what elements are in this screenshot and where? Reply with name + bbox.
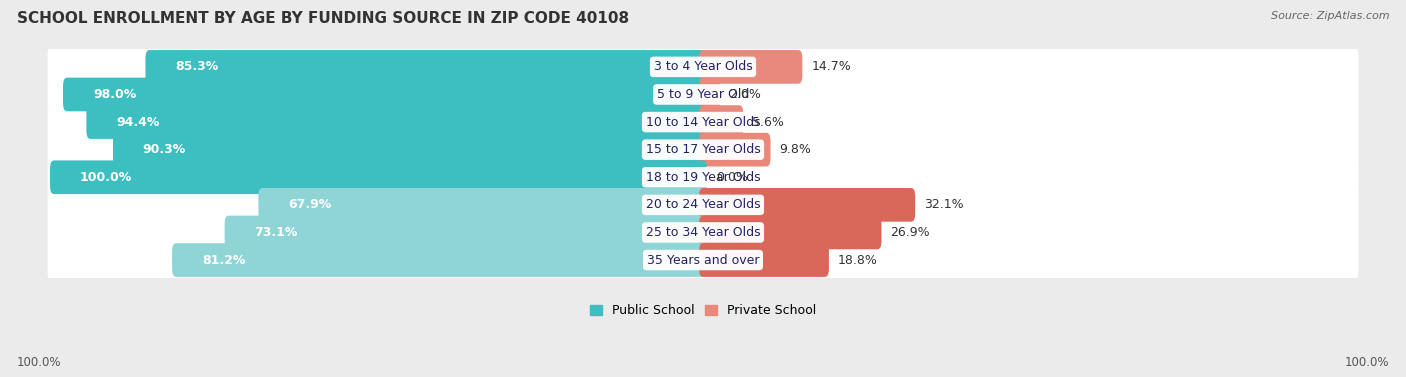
Text: 18.8%: 18.8% [838,254,877,267]
Text: 73.1%: 73.1% [254,226,298,239]
Text: 90.3%: 90.3% [143,143,186,156]
Text: SCHOOL ENROLLMENT BY AGE BY FUNDING SOURCE IN ZIP CODE 40108: SCHOOL ENROLLMENT BY AGE BY FUNDING SOUR… [17,11,628,26]
FancyBboxPatch shape [699,50,803,84]
Text: 25 to 34 Year Olds: 25 to 34 Year Olds [645,226,761,239]
FancyBboxPatch shape [225,216,707,249]
Text: 85.3%: 85.3% [176,60,218,74]
Text: 67.9%: 67.9% [288,198,332,211]
FancyBboxPatch shape [48,43,1358,90]
Text: 9.8%: 9.8% [779,143,811,156]
FancyBboxPatch shape [86,105,707,139]
FancyBboxPatch shape [48,181,1358,228]
FancyBboxPatch shape [699,78,720,111]
FancyBboxPatch shape [699,216,882,249]
Text: 94.4%: 94.4% [117,116,160,129]
Text: 14.7%: 14.7% [811,60,851,74]
FancyBboxPatch shape [145,50,707,84]
Text: 32.1%: 32.1% [924,198,965,211]
FancyBboxPatch shape [48,71,1358,118]
FancyBboxPatch shape [699,105,744,139]
FancyBboxPatch shape [48,154,1358,201]
Legend: Public School, Private School: Public School, Private School [585,299,821,322]
FancyBboxPatch shape [699,133,770,167]
Text: 81.2%: 81.2% [202,254,245,267]
Text: 98.0%: 98.0% [93,88,136,101]
FancyBboxPatch shape [259,188,707,222]
Text: 100.0%: 100.0% [17,357,62,369]
FancyBboxPatch shape [112,133,707,167]
Text: 15 to 17 Year Olds: 15 to 17 Year Olds [645,143,761,156]
FancyBboxPatch shape [48,99,1358,146]
FancyBboxPatch shape [172,243,707,277]
Text: 5.6%: 5.6% [752,116,785,129]
Text: 35 Years and over: 35 Years and over [647,254,759,267]
Text: 18 to 19 Year Olds: 18 to 19 Year Olds [645,171,761,184]
Text: 2.0%: 2.0% [728,88,761,101]
Text: 5 to 9 Year Old: 5 to 9 Year Old [657,88,749,101]
Text: 3 to 4 Year Olds: 3 to 4 Year Olds [654,60,752,74]
Text: 0.0%: 0.0% [716,171,748,184]
FancyBboxPatch shape [699,243,830,277]
Text: 100.0%: 100.0% [80,171,132,184]
Text: 26.9%: 26.9% [890,226,931,239]
FancyBboxPatch shape [48,237,1358,284]
FancyBboxPatch shape [48,126,1358,173]
FancyBboxPatch shape [699,188,915,222]
Text: 20 to 24 Year Olds: 20 to 24 Year Olds [645,198,761,211]
FancyBboxPatch shape [51,161,707,194]
Text: Source: ZipAtlas.com: Source: ZipAtlas.com [1271,11,1389,21]
FancyBboxPatch shape [48,209,1358,256]
FancyBboxPatch shape [63,78,707,111]
Text: 10 to 14 Year Olds: 10 to 14 Year Olds [645,116,761,129]
Text: 100.0%: 100.0% [1344,357,1389,369]
